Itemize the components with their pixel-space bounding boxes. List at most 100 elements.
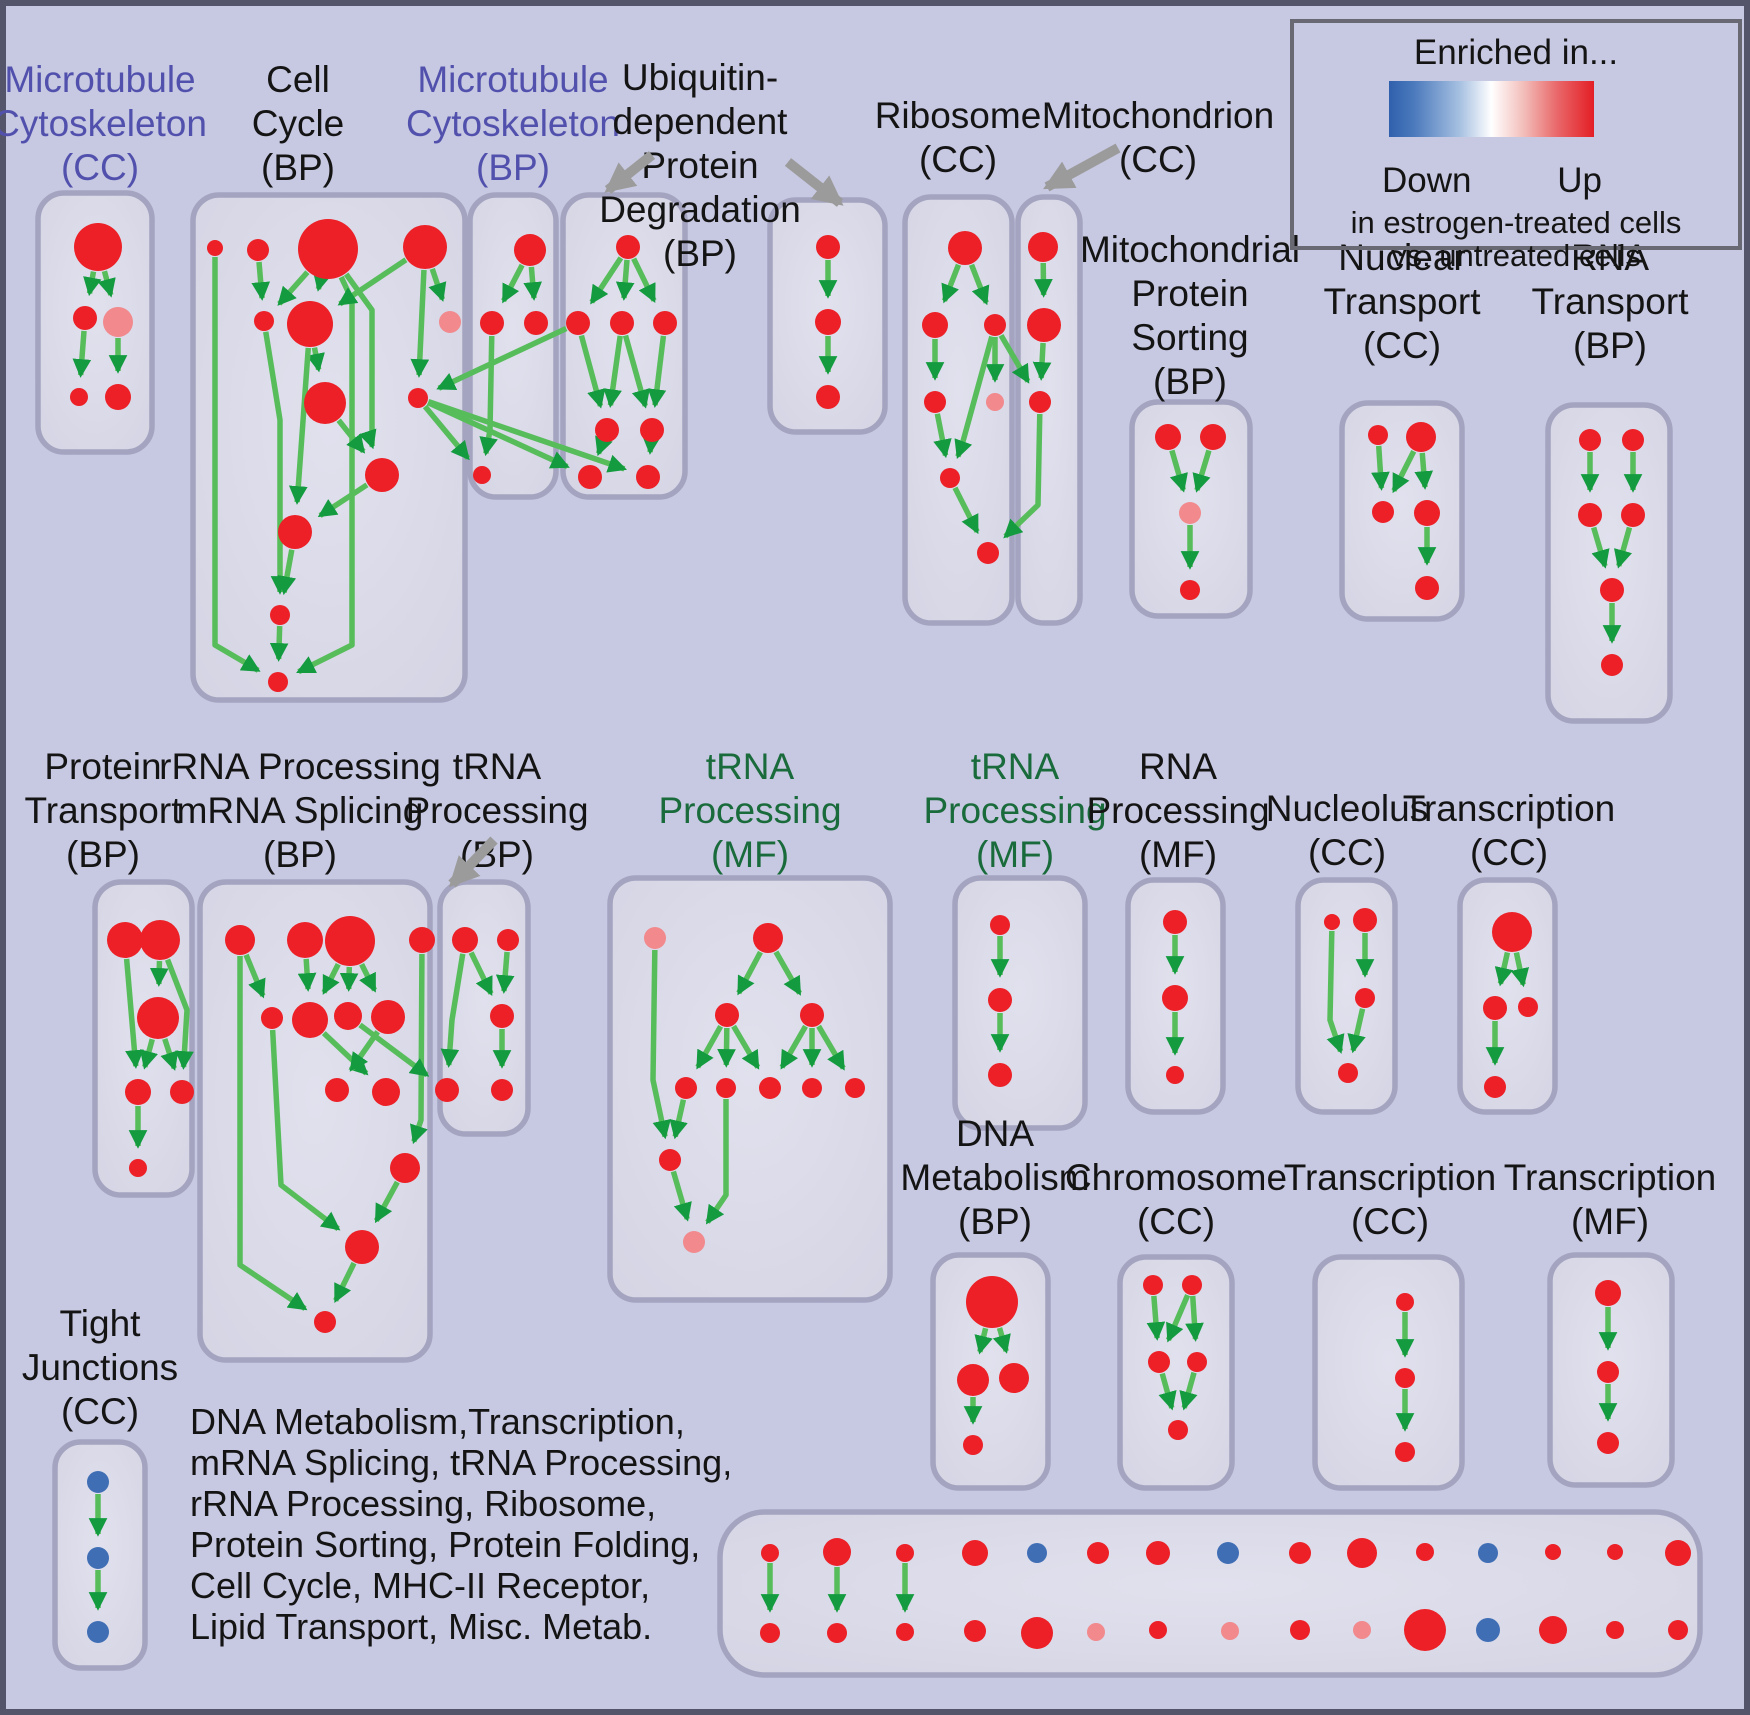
go-term-node-red <box>999 1363 1029 1393</box>
go-term-node-red <box>261 1007 283 1029</box>
cluster-box-txn_cc1 <box>1457 877 1558 1115</box>
edge-arrow <box>440 953 466 1068</box>
group-label-nucleolus: Nucleolus <box>1266 788 1428 829</box>
go-term-node-red <box>1355 988 1375 1008</box>
edge-arrow <box>373 1180 400 1224</box>
group-label-ubq: Degradation <box>599 189 801 230</box>
misc-text-line: Cell Cycle, MHC-II Receptor, <box>190 1565 651 1606</box>
go-term-node-red <box>578 465 602 489</box>
group-label-txn_cc1: (CC) <box>1470 832 1548 873</box>
group-label-dnam: DNA <box>956 1113 1034 1154</box>
edge-arrow <box>736 950 763 996</box>
go-term-node-red <box>610 311 634 335</box>
go-term-node-red <box>1492 912 1532 952</box>
edge-arrow <box>717 1027 736 1068</box>
group-label-cell_cycle: Cell <box>266 59 330 100</box>
go-term-node-red <box>254 311 274 331</box>
go-term-node-red <box>1668 1620 1688 1640</box>
group-label-trnamf1: tRNA <box>706 746 795 787</box>
group-label-nucleolus: (CC) <box>1308 832 1386 873</box>
go-term-node-red <box>1597 1432 1619 1454</box>
go-term-node-red <box>304 382 346 424</box>
edge-arrow <box>992 1327 1011 1354</box>
go-term-node-red <box>1155 424 1181 450</box>
go-term-node-red <box>924 391 946 413</box>
edge-arrow <box>670 1170 692 1222</box>
misc-clusters-text: DNA Metabolism,Transcription, mRNA Splic… <box>190 1401 732 1647</box>
group-label-rrna: (BP) <box>263 834 337 875</box>
group-label-rnaproc: (MF) <box>1139 834 1217 875</box>
group-label-trnamf2: tRNA <box>971 746 1060 787</box>
group-label-pt: (BP) <box>66 834 140 875</box>
edge-arrow <box>277 270 310 306</box>
group-label-txn_mf: (MF) <box>1571 1201 1649 1242</box>
group-label-ribosome: (CC) <box>919 139 997 180</box>
go-term-node-pink <box>644 927 666 949</box>
go-term-node-red <box>640 418 664 442</box>
go-term-node-blue <box>87 1621 109 1643</box>
group-label-nuct: Transport <box>1324 281 1482 322</box>
edge-arrow <box>97 270 116 298</box>
edge-arrow <box>998 333 1031 384</box>
go-term-node-red <box>207 240 223 256</box>
go-term-node-red <box>372 1078 400 1106</box>
go-term-node-red <box>73 306 97 330</box>
edge-arrow <box>72 330 92 378</box>
edge-arrow <box>705 1099 729 1225</box>
go-term-node-red <box>1607 1544 1623 1560</box>
go-term-node-red <box>1600 578 1624 602</box>
cluster-box-nucleolus <box>1295 877 1398 1115</box>
go-term-node-red <box>800 1003 824 1027</box>
go-term-node-red <box>845 1078 865 1098</box>
go-term-node-red <box>129 1159 147 1177</box>
group-label-mps: Sorting <box>1131 317 1248 358</box>
go-term-node-red <box>490 1004 514 1028</box>
group-label-ubq: Protein <box>641 145 758 186</box>
edge-arrow <box>160 1038 179 1071</box>
edge-arrow <box>123 958 144 1069</box>
group-label-trnabp: Processing <box>405 790 588 831</box>
cluster-box-txn_cc2 <box>1312 1254 1465 1491</box>
go-term-node-red <box>1406 422 1436 452</box>
go-term-node-red <box>137 997 179 1039</box>
edge-arrow <box>622 334 650 409</box>
go-term-node-red <box>595 418 619 442</box>
edge-arrow <box>1165 1294 1191 1343</box>
edge-arrow <box>1347 1008 1366 1054</box>
edge-arrow <box>1510 951 1530 988</box>
go-term-node-red <box>1483 996 1507 1020</box>
group-label-nuct: (CC) <box>1363 325 1441 366</box>
legend: Enriched in... Down Up in estrogen-treat… <box>1290 19 1742 273</box>
go-term-node-red <box>977 542 999 564</box>
go-term-node-red <box>896 1623 914 1641</box>
group-label-trnabp: tRNA <box>453 746 542 787</box>
go-term-node-red <box>1595 1280 1621 1306</box>
go-term-node-red <box>325 1078 349 1102</box>
go-term-node-red <box>653 311 677 335</box>
go-term-node-red <box>1395 1442 1415 1462</box>
cluster-box-dnam <box>930 1252 1051 1491</box>
group-label-txn_cc2: (CC) <box>1351 1201 1429 1242</box>
go-term-node-red <box>1087 1542 1109 1564</box>
go-term-node-red <box>1021 1617 1053 1649</box>
go-term-node-red <box>616 235 640 259</box>
go-term-node-red <box>1415 576 1439 600</box>
go-term-node-red <box>1578 503 1602 527</box>
go-term-node-red <box>1597 1361 1619 1383</box>
go-term-node-red <box>452 927 478 953</box>
go-term-node-red <box>491 1079 513 1101</box>
group-label-pt: Protein <box>44 746 161 787</box>
go-term-node-red <box>802 1078 822 1098</box>
edge-arrow <box>1414 452 1434 490</box>
go-term-node-red <box>365 458 399 492</box>
go-term-node-red <box>1149 1621 1167 1639</box>
go-term-node-red <box>1665 1540 1691 1566</box>
group-label-rnat: RNA <box>1571 237 1649 278</box>
edge-arrow <box>1391 450 1417 494</box>
group-label-rnaproc: RNA <box>1139 746 1217 787</box>
go-term-node-red <box>1338 1063 1358 1083</box>
cluster-box-trnamf2 <box>952 875 1088 1131</box>
go-term-node-red <box>435 1078 459 1102</box>
go-term-node-red <box>225 925 255 955</box>
